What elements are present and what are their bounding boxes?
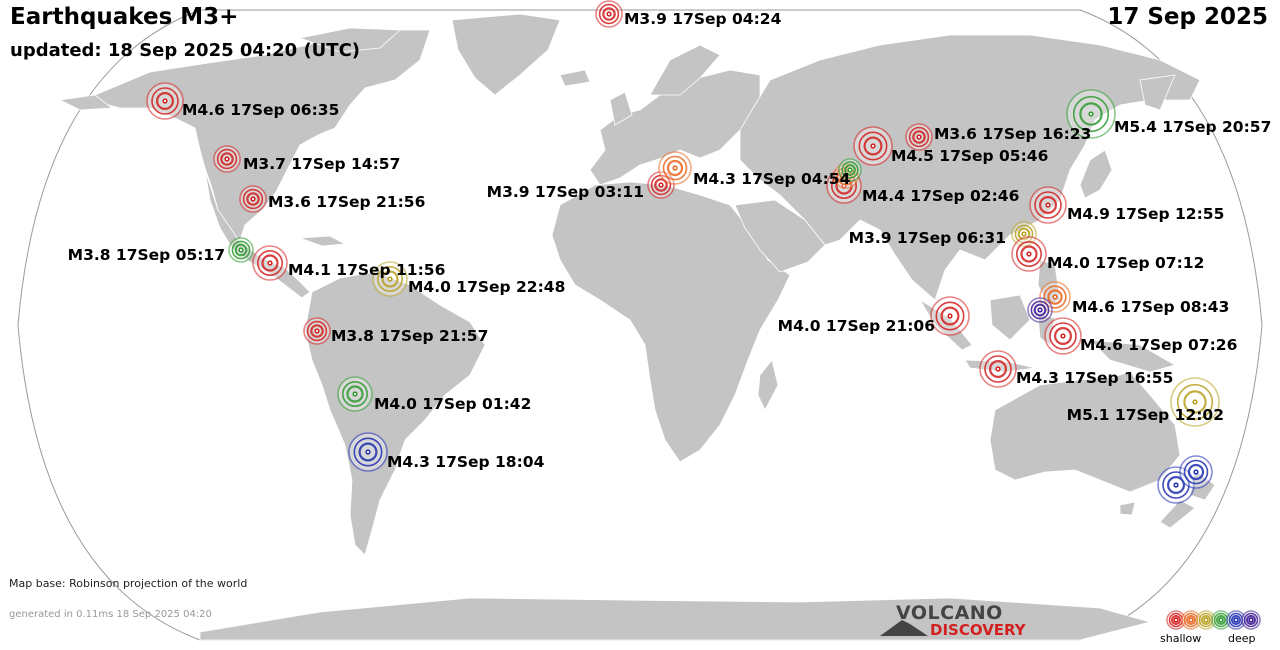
quake-layer [146, 0, 1220, 504]
south-america [304, 271, 486, 556]
legend-shallow-label: shallow [1160, 632, 1202, 645]
quake-label: M4.3 17Sep 18:04 [387, 453, 545, 471]
australia [989, 371, 1181, 493]
quake-label: M4.0 17Sep 21:06 [778, 317, 935, 335]
quake-marker[interactable] [303, 317, 331, 345]
quake-marker[interactable] [595, 0, 623, 28]
quake-marker[interactable] [239, 185, 267, 213]
volcano-discovery-logo[interactable]: VOLCANO DISCOVERY [880, 602, 1040, 642]
map-title: Earthquakes M3+ [10, 4, 239, 30]
quake-marker[interactable] [228, 237, 254, 263]
updated-timestamp: updated: 18 Sep 2025 04:20 (UTC) [10, 40, 361, 61]
quake-marker[interactable] [252, 245, 288, 281]
quake-marker[interactable] [1011, 221, 1037, 247]
quake-label: M3.9 17Sep 04:24 [624, 10, 782, 28]
great-britain [609, 91, 633, 126]
quake-marker[interactable] [372, 261, 408, 297]
quake-label: M5.4 17Sep 20:57 [1114, 118, 1271, 136]
quake-marker[interactable] [1170, 377, 1220, 427]
quake-label: M3.7 17Sep 14:57 [243, 155, 400, 173]
quake-marker[interactable] [838, 158, 862, 182]
quake-marker[interactable] [1179, 455, 1213, 489]
quake-label: M4.6 17Sep 07:26 [1080, 336, 1237, 354]
quake-label: M3.9 17Sep 03:11 [487, 183, 644, 201]
quake-marker[interactable] [213, 145, 241, 173]
kamchatka [1139, 74, 1176, 111]
generated-note: generated in 0.11ms 18 Sep 2025 04:20 [9, 609, 212, 620]
arctic-islands [298, 27, 401, 53]
depth-legend-rings [1166, 610, 1261, 630]
quake-label: M3.8 17Sep 05:17 [68, 246, 225, 264]
legend-depth-ring[interactable] [1166, 610, 1186, 630]
quake-marker[interactable] [348, 432, 388, 472]
quake-label: M5.1 17Sep 12:02 [1067, 406, 1224, 424]
arabian-peninsula [734, 199, 826, 273]
map-base-note: Map base: Robinson projection of the wor… [9, 577, 248, 590]
central-america [204, 169, 311, 299]
scandinavia [649, 44, 721, 96]
quake-marker[interactable] [337, 376, 373, 412]
iceland [559, 69, 591, 87]
quake-label: M3.6 17Sep 21:56 [268, 193, 425, 211]
logo-volcano-text: VOLCANO [896, 602, 1003, 624]
quake-label: M3.9 17Sep 06:31 [849, 229, 1006, 247]
quake-marker[interactable] [853, 126, 893, 166]
map-date: 17 Sep 2025 [1107, 4, 1268, 30]
quake-label: M4.4 17Sep 02:46 [862, 187, 1019, 205]
africa [551, 181, 791, 463]
label-layer: M3.9 17Sep 04:24 M4.6 17Sep 06:35 M3.7 17S… [68, 10, 1272, 471]
quake-marker[interactable] [658, 151, 692, 185]
quake-label: M4.9 17Sep 12:55 [1067, 205, 1224, 223]
depth-legend: shallow deep [1160, 608, 1270, 648]
quake-marker[interactable] [905, 123, 933, 151]
legend-depth-ring[interactable] [1226, 610, 1246, 630]
quake-label: M4.3 17Sep 16:55 [1016, 369, 1173, 387]
quake-label: M4.3 17Sep 04:54 [693, 170, 851, 188]
quake-label: M3.8 17Sep 21:57 [331, 327, 488, 345]
quake-label: M4.5 17Sep 05:46 [891, 147, 1048, 165]
quake-marker[interactable] [979, 350, 1017, 388]
quake-marker[interactable] [1029, 186, 1067, 224]
quake-label: M4.0 17Sep 07:12 [1047, 254, 1204, 272]
quake-label: M4.0 17Sep 01:42 [374, 395, 531, 413]
greenland [451, 13, 561, 96]
quake-marker[interactable] [1066, 89, 1116, 139]
quake-label: M4.0 17Sep 22:48 [408, 278, 565, 296]
borneo [989, 294, 1031, 341]
tasmania [1119, 501, 1136, 516]
quake-marker[interactable] [930, 296, 970, 336]
quake-label: M4.6 17Sep 06:35 [182, 101, 339, 119]
quake-label: M4.1 17Sep 11:56 [288, 261, 445, 279]
cuba [299, 235, 347, 247]
quake-marker[interactable] [1044, 317, 1082, 355]
legend-depth-ring[interactable] [1241, 610, 1261, 630]
quake-marker[interactable] [1027, 297, 1053, 323]
volcano-icon [880, 620, 928, 636]
new-guinea [1088, 339, 1177, 373]
land-masses [58, 13, 1216, 641]
madagascar [757, 359, 779, 411]
legend-deep-label: deep [1228, 632, 1256, 645]
quake-marker[interactable] [146, 82, 184, 120]
sumatra [919, 299, 973, 351]
quake-marker[interactable] [1011, 236, 1047, 272]
japan [1079, 149, 1113, 199]
asia [739, 34, 1201, 301]
logo-discovery-text: DISCOVERY [930, 621, 1026, 639]
quake-marker[interactable] [647, 171, 675, 199]
quake-label: M3.6 17Sep 16:23 [934, 125, 1091, 143]
quake-label: M4.6 17Sep 08:43 [1072, 298, 1229, 316]
alaska [58, 94, 114, 111]
